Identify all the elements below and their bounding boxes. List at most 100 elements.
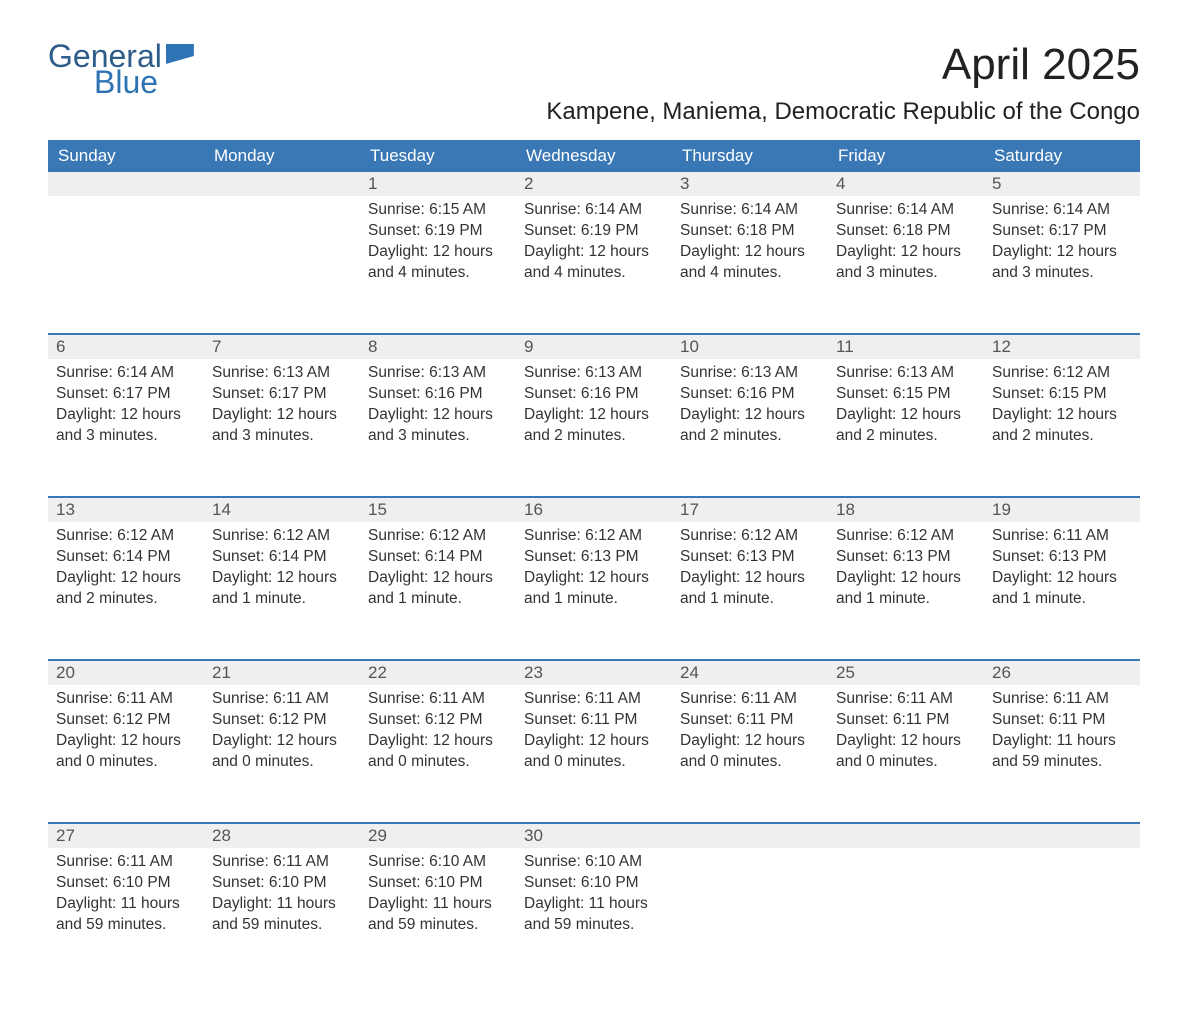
- day-cell: Sunrise: 6:14 AMSunset: 6:18 PMDaylight:…: [672, 196, 828, 334]
- day-cell: Sunrise: 6:10 AMSunset: 6:10 PMDaylight:…: [516, 848, 672, 986]
- day-body: Sunrise: 6:13 AMSunset: 6:16 PMDaylight:…: [360, 359, 516, 457]
- sunset-text: Sunset: 6:19 PM: [368, 221, 508, 242]
- day-cell: [48, 196, 204, 334]
- daylight-text: Daylight: 12 hours and 1 minute.: [524, 568, 664, 610]
- daylight-text: Daylight: 12 hours and 2 minutes.: [680, 405, 820, 447]
- sunset-text: Sunset: 6:14 PM: [368, 547, 508, 568]
- sunset-text: Sunset: 6:17 PM: [56, 384, 196, 405]
- day-number-cell: 7: [204, 334, 360, 359]
- sunrise-text: Sunrise: 6:11 AM: [56, 852, 196, 873]
- brand-logo: General Blue: [48, 40, 194, 98]
- sunrise-text: Sunrise: 6:12 AM: [368, 526, 508, 547]
- sunrise-text: Sunrise: 6:12 AM: [56, 526, 196, 547]
- day-cell: Sunrise: 6:13 AMSunset: 6:16 PMDaylight:…: [672, 359, 828, 497]
- day-body: Sunrise: 6:11 AMSunset: 6:13 PMDaylight:…: [984, 522, 1140, 620]
- day-cell: Sunrise: 6:11 AMSunset: 6:11 PMDaylight:…: [984, 685, 1140, 823]
- day-cell: Sunrise: 6:11 AMSunset: 6:12 PMDaylight:…: [360, 685, 516, 823]
- calendar-table: SundayMondayTuesdayWednesdayThursdayFrid…: [48, 140, 1140, 986]
- sunset-text: Sunset: 6:16 PM: [680, 384, 820, 405]
- day-number-cell: 10: [672, 334, 828, 359]
- sunrise-text: Sunrise: 6:11 AM: [368, 689, 508, 710]
- day-cell: Sunrise: 6:12 AMSunset: 6:14 PMDaylight:…: [204, 522, 360, 660]
- day-body: Sunrise: 6:12 AMSunset: 6:13 PMDaylight:…: [828, 522, 984, 620]
- day-body: Sunrise: 6:10 AMSunset: 6:10 PMDaylight:…: [516, 848, 672, 946]
- sunset-text: Sunset: 6:11 PM: [680, 710, 820, 731]
- sunrise-text: Sunrise: 6:11 AM: [836, 689, 976, 710]
- day-number-cell: 5: [984, 172, 1140, 196]
- day-cell: Sunrise: 6:13 AMSunset: 6:16 PMDaylight:…: [360, 359, 516, 497]
- day-cell: Sunrise: 6:12 AMSunset: 6:13 PMDaylight:…: [828, 522, 984, 660]
- sunset-text: Sunset: 6:18 PM: [836, 221, 976, 242]
- sunrise-text: Sunrise: 6:11 AM: [212, 689, 352, 710]
- day-number-cell: 23: [516, 660, 672, 685]
- day-number-cell: 17: [672, 497, 828, 522]
- month-title: April 2025: [546, 40, 1140, 90]
- day-cell: Sunrise: 6:14 AMSunset: 6:17 PMDaylight:…: [984, 196, 1140, 334]
- sunset-text: Sunset: 6:10 PM: [56, 873, 196, 894]
- day-number-cell: [984, 823, 1140, 848]
- day-number-cell: 14: [204, 497, 360, 522]
- sunrise-text: Sunrise: 6:11 AM: [524, 689, 664, 710]
- sunrise-text: Sunrise: 6:13 AM: [836, 363, 976, 384]
- day-number-cell: 25: [828, 660, 984, 685]
- daylight-text: Daylight: 12 hours and 0 minutes.: [680, 731, 820, 773]
- sunrise-text: Sunrise: 6:11 AM: [992, 689, 1132, 710]
- daylight-text: Daylight: 12 hours and 4 minutes.: [680, 242, 820, 284]
- day-number-cell: 21: [204, 660, 360, 685]
- week-body-row: Sunrise: 6:15 AMSunset: 6:19 PMDaylight:…: [48, 196, 1140, 334]
- day-body: Sunrise: 6:11 AMSunset: 6:11 PMDaylight:…: [984, 685, 1140, 783]
- day-cell: [672, 848, 828, 986]
- week-daynum-row: 13141516171819: [48, 497, 1140, 522]
- day-number-cell: 30: [516, 823, 672, 848]
- day-cell: Sunrise: 6:13 AMSunset: 6:15 PMDaylight:…: [828, 359, 984, 497]
- day-cell: Sunrise: 6:14 AMSunset: 6:19 PMDaylight:…: [516, 196, 672, 334]
- daylight-text: Daylight: 12 hours and 0 minutes.: [56, 731, 196, 773]
- sunset-text: Sunset: 6:12 PM: [368, 710, 508, 731]
- sunset-text: Sunset: 6:14 PM: [212, 547, 352, 568]
- day-body: Sunrise: 6:13 AMSunset: 6:16 PMDaylight:…: [672, 359, 828, 457]
- weekday-header-row: SundayMondayTuesdayWednesdayThursdayFrid…: [48, 140, 1140, 172]
- day-number-cell: 27: [48, 823, 204, 848]
- day-number-cell: 6: [48, 334, 204, 359]
- sunset-text: Sunset: 6:13 PM: [836, 547, 976, 568]
- brand-word-2: Blue: [94, 66, 162, 98]
- day-body: Sunrise: 6:12 AMSunset: 6:14 PMDaylight:…: [204, 522, 360, 620]
- sunset-text: Sunset: 6:13 PM: [992, 547, 1132, 568]
- day-cell: Sunrise: 6:12 AMSunset: 6:14 PMDaylight:…: [360, 522, 516, 660]
- daylight-text: Daylight: 12 hours and 3 minutes.: [368, 405, 508, 447]
- day-number-cell: 19: [984, 497, 1140, 522]
- day-number-cell: [828, 823, 984, 848]
- day-body: Sunrise: 6:15 AMSunset: 6:19 PMDaylight:…: [360, 196, 516, 294]
- sunset-text: Sunset: 6:11 PM: [992, 710, 1132, 731]
- day-number-cell: 26: [984, 660, 1140, 685]
- weekday-header: Monday: [204, 140, 360, 172]
- day-body: Sunrise: 6:11 AMSunset: 6:10 PMDaylight:…: [48, 848, 204, 946]
- sunrise-text: Sunrise: 6:12 AM: [680, 526, 820, 547]
- daylight-text: Daylight: 12 hours and 4 minutes.: [368, 242, 508, 284]
- daylight-text: Daylight: 12 hours and 4 minutes.: [524, 242, 664, 284]
- daylight-text: Daylight: 12 hours and 1 minute.: [212, 568, 352, 610]
- day-number-cell: 4: [828, 172, 984, 196]
- day-body: Sunrise: 6:11 AMSunset: 6:11 PMDaylight:…: [828, 685, 984, 783]
- day-cell: Sunrise: 6:14 AMSunset: 6:18 PMDaylight:…: [828, 196, 984, 334]
- day-body: Sunrise: 6:14 AMSunset: 6:18 PMDaylight:…: [672, 196, 828, 294]
- sunrise-text: Sunrise: 6:13 AM: [212, 363, 352, 384]
- sunrise-text: Sunrise: 6:15 AM: [368, 200, 508, 221]
- daylight-text: Daylight: 11 hours and 59 minutes.: [524, 894, 664, 936]
- sunset-text: Sunset: 6:10 PM: [524, 873, 664, 894]
- sunset-text: Sunset: 6:10 PM: [368, 873, 508, 894]
- sunrise-text: Sunrise: 6:12 AM: [524, 526, 664, 547]
- sunset-text: Sunset: 6:11 PM: [836, 710, 976, 731]
- day-body: Sunrise: 6:12 AMSunset: 6:15 PMDaylight:…: [984, 359, 1140, 457]
- daylight-text: Daylight: 12 hours and 1 minute.: [680, 568, 820, 610]
- daylight-text: Daylight: 12 hours and 0 minutes.: [368, 731, 508, 773]
- week-daynum-row: 20212223242526: [48, 660, 1140, 685]
- daylight-text: Daylight: 12 hours and 2 minutes.: [56, 568, 196, 610]
- title-block: April 2025 Kampene, Maniema, Democratic …: [546, 40, 1140, 140]
- week-body-row: Sunrise: 6:11 AMSunset: 6:12 PMDaylight:…: [48, 685, 1140, 823]
- sunset-text: Sunset: 6:15 PM: [992, 384, 1132, 405]
- day-number-cell: 1: [360, 172, 516, 196]
- day-number-cell: 20: [48, 660, 204, 685]
- sunrise-text: Sunrise: 6:14 AM: [524, 200, 664, 221]
- weekday-header: Wednesday: [516, 140, 672, 172]
